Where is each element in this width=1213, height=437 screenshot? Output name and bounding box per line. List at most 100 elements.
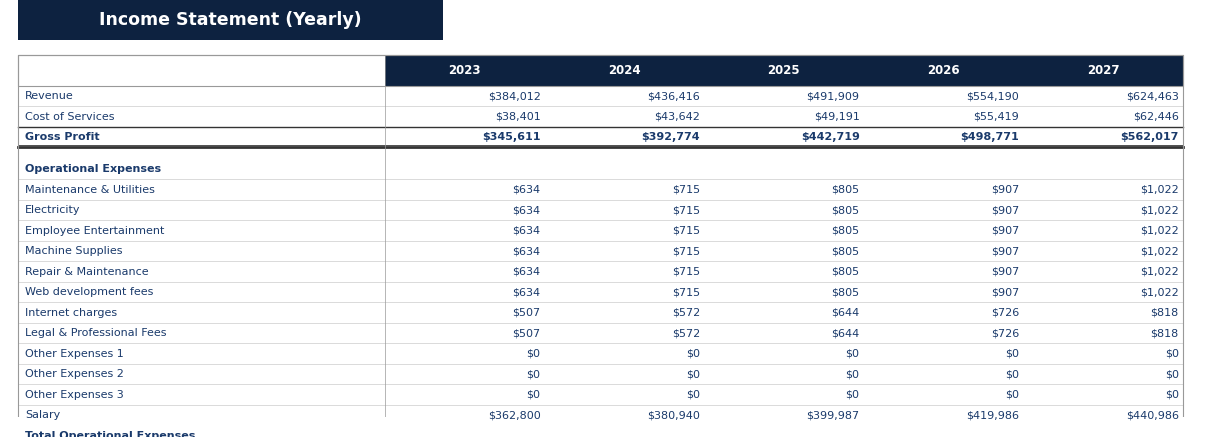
Text: 2025: 2025 [768,64,801,77]
Text: Internet charges: Internet charges [25,308,118,318]
Text: 2024: 2024 [608,64,640,77]
Bar [18,55,1183,86]
Text: $0: $0 [687,390,700,399]
Text: $562,017: $562,017 [1121,132,1179,142]
Text: $907: $907 [991,205,1019,215]
Text: $818: $818 [1150,328,1179,338]
Text: $1,022: $1,022 [1140,225,1179,236]
Bar [18,55,385,86]
Text: Other Expenses 3: Other Expenses 3 [25,390,124,399]
Bar [18,385,1183,405]
Text: $436,416: $436,416 [648,91,700,101]
Text: $0: $0 [687,369,700,379]
Text: $442,719: $442,719 [801,132,860,142]
Text: $715: $715 [672,287,700,297]
Text: Maintenance & Utilities: Maintenance & Utilities [25,184,155,194]
Text: Machine Supplies: Machine Supplies [25,246,123,256]
Text: $55,419: $55,419 [973,111,1019,121]
Text: $907: $907 [991,246,1019,256]
Text: $634: $634 [512,184,541,194]
Text: $818: $818 [1150,308,1179,318]
Text: Repair & Maintenance: Repair & Maintenance [25,267,149,277]
Text: $715: $715 [672,184,700,194]
Text: $0: $0 [1164,369,1179,379]
Text: Other Expenses 2: Other Expenses 2 [25,369,124,379]
Text: 2026: 2026 [927,64,959,77]
Text: $634: $634 [512,246,541,256]
Text: $0: $0 [1006,349,1019,359]
Bar [18,127,1183,147]
Text: $805: $805 [831,184,860,194]
Text: $715: $715 [672,225,700,236]
Text: $38,401: $38,401 [495,111,541,121]
Text: $0: $0 [526,349,541,359]
Bar [18,86,1183,106]
Bar [18,220,1183,241]
Text: $805: $805 [831,287,860,297]
Bar [18,425,1183,437]
Text: $0: $0 [1164,390,1179,399]
Text: $345,611: $345,611 [482,132,541,142]
Text: $1,022: $1,022 [1140,205,1179,215]
Text: $380,940: $380,940 [648,410,700,420]
Text: $1,022: $1,022 [1140,267,1179,277]
Text: $491,909: $491,909 [807,91,860,101]
Text: $0: $0 [687,349,700,359]
Text: $392,774: $392,774 [642,132,700,142]
Text: $1,022: $1,022 [1140,246,1179,256]
Text: $715: $715 [672,267,700,277]
Bar [18,302,1183,323]
Text: $43,642: $43,642 [654,111,700,121]
Text: $1,022: $1,022 [1140,287,1179,297]
Text: Employee Entertainment: Employee Entertainment [25,225,165,236]
Text: $0: $0 [1006,390,1019,399]
Text: 2027: 2027 [1087,64,1120,77]
Text: $440,986: $440,986 [1126,410,1179,420]
Text: $0: $0 [1164,349,1179,359]
Text: $399,987: $399,987 [807,410,860,420]
Text: $805: $805 [831,267,860,277]
Text: $572: $572 [672,308,700,318]
Text: Revenue: Revenue [25,91,74,101]
Bar [18,405,1183,425]
Text: $384,012: $384,012 [488,91,541,101]
Text: Total Operational Expenses: Total Operational Expenses [25,430,195,437]
Text: Operational Expenses: Operational Expenses [25,164,161,174]
Bar [18,200,1183,220]
Text: $907: $907 [991,287,1019,297]
Text: Other Expenses 1: Other Expenses 1 [25,349,124,359]
Text: $62,446: $62,446 [1133,111,1179,121]
Bar [18,241,1183,261]
Bar [18,364,1183,385]
Text: $634: $634 [512,287,541,297]
Bar [18,106,1183,127]
Text: $0: $0 [526,369,541,379]
Bar [18,0,443,40]
Bar [18,147,1183,159]
Text: Cost of Services: Cost of Services [25,111,115,121]
Text: $634: $634 [512,267,541,277]
Bar [18,343,1183,364]
Text: $0: $0 [845,369,860,379]
Text: $49,191: $49,191 [814,111,860,121]
Text: $0: $0 [845,390,860,399]
Text: $0: $0 [526,390,541,399]
Text: $507: $507 [512,328,541,338]
Text: $726: $726 [991,308,1019,318]
Bar [18,282,1183,302]
Text: $715: $715 [672,205,700,215]
Bar [18,55,1183,86]
Text: 2023: 2023 [449,64,482,77]
Bar [18,261,1183,282]
Text: $362,800: $362,800 [488,410,541,420]
Bar [18,323,1183,343]
Text: Web development fees: Web development fees [25,287,154,297]
Text: $907: $907 [991,225,1019,236]
Text: $644: $644 [831,308,860,318]
Text: $554,190: $554,190 [967,91,1019,101]
Text: $644: $644 [831,328,860,338]
Text: $498,771: $498,771 [961,132,1019,142]
Text: Salary: Salary [25,410,61,420]
Text: $726: $726 [991,328,1019,338]
Text: $715: $715 [672,246,700,256]
